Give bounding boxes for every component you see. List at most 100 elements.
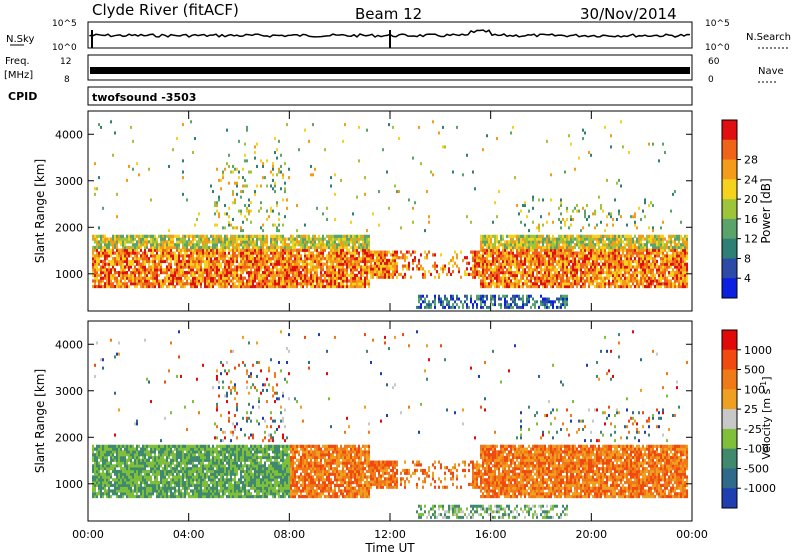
heatmap-cell (236, 240, 238, 244)
heatmap-cell (332, 254, 334, 258)
heatmap-cell (184, 271, 186, 275)
heatmap-cell (552, 279, 554, 283)
heatmap-cell (494, 245, 496, 250)
heatmap-cell (502, 282, 504, 286)
heatmap-cell (656, 271, 658, 275)
heatmap-cell (520, 265, 522, 269)
heatmap-cell (624, 245, 626, 250)
heatmap-cell (274, 234, 276, 238)
heatmap-cell (144, 245, 146, 250)
heatmap-cell (242, 190, 244, 194)
heatmap-cell (308, 254, 310, 258)
heatmap-cell (338, 254, 340, 258)
heatmap-cell (172, 282, 174, 286)
heatmap-cell (302, 282, 304, 286)
heatmap-cell (400, 250, 402, 254)
heatmap-cell (256, 259, 258, 264)
heatmap-cell (234, 271, 236, 275)
heatmap-cell (640, 271, 642, 275)
heatmap-cell (586, 237, 588, 241)
heatmap-cell (212, 245, 214, 250)
heatmap-cell (592, 245, 594, 250)
heatmap-cell (138, 279, 140, 283)
heatmap-cell (442, 145, 444, 149)
heatmap-cell (468, 305, 470, 309)
heatmap-cell (256, 251, 258, 255)
heatmap-cell (286, 271, 288, 275)
heatmap-cell (660, 276, 662, 280)
heatmap-cell (188, 265, 190, 269)
heatmap-cell (232, 248, 234, 252)
heatmap-cell (332, 234, 334, 238)
heatmap-cell (290, 251, 292, 255)
heatmap-cell (644, 201, 646, 205)
heatmap-cell (302, 243, 304, 247)
heatmap-cell (412, 267, 414, 271)
heatmap-cell (130, 265, 132, 269)
heatmap-cell (178, 271, 180, 275)
heatmap-cell (314, 237, 316, 241)
heatmap-cell (210, 254, 212, 258)
heatmap-cell (328, 251, 330, 255)
heatmap-cell (366, 268, 368, 272)
heatmap-cell (552, 259, 554, 264)
heatmap-cell (268, 271, 270, 275)
heatmap-cell (284, 259, 286, 264)
heatmap-cell (132, 259, 134, 264)
heatmap-cell (434, 300, 436, 304)
nsearch-tick-top: 10^5 (705, 19, 730, 29)
heatmap-cell (358, 240, 360, 244)
heatmap-cell (238, 176, 240, 180)
heatmap-cell (274, 271, 276, 275)
heatmap-cell (538, 245, 540, 250)
heatmap-cell (238, 262, 240, 266)
heatmap-cell (588, 248, 590, 252)
heatmap-cell (218, 273, 220, 277)
heatmap-cell (138, 243, 140, 247)
heatmap-cell (660, 240, 662, 244)
heatmap-cell (200, 279, 202, 283)
heatmap-cell (426, 305, 428, 309)
heatmap-cell (140, 276, 142, 280)
heatmap-cell (668, 237, 670, 241)
heatmap-cell (272, 273, 274, 277)
heatmap-cell (322, 282, 324, 286)
heatmap-cell (248, 212, 250, 216)
heatmap-cell (128, 262, 130, 266)
heatmap-cell (170, 282, 172, 286)
heatmap-cell (560, 226, 562, 230)
heatmap-cell (198, 259, 200, 264)
heatmap-cell (372, 270, 374, 274)
heatmap-cell (110, 248, 112, 252)
heatmap-cell (572, 251, 574, 255)
heatmap-cell (622, 282, 624, 286)
heatmap-cell (236, 265, 238, 269)
heatmap-cell (682, 245, 684, 250)
heatmap-cell (256, 142, 258, 146)
heatmap-cell (608, 279, 610, 283)
heatmap-cell (256, 257, 258, 261)
heatmap-cell (620, 120, 622, 124)
heatmap-cell (116, 240, 118, 244)
heatmap-cell (372, 250, 374, 254)
heatmap-cell (192, 151, 194, 154)
heatmap-cell (198, 262, 200, 266)
heatmap-cell (488, 248, 490, 252)
heatmap-cell (122, 262, 124, 266)
heatmap-cell (386, 250, 388, 254)
heatmap-cell (340, 257, 342, 261)
heatmap-cell (242, 184, 244, 188)
heatmap-cell (268, 273, 270, 277)
heatmap-cell (480, 245, 482, 250)
heatmap-cell (566, 206, 568, 210)
heatmap-cell (656, 245, 658, 250)
heatmap-cell (384, 256, 386, 260)
heatmap-cell (256, 164, 258, 168)
heatmap-cell (284, 279, 286, 283)
heatmap-cell (98, 284, 100, 289)
heatmap-cell (278, 284, 280, 289)
heatmap-cell (110, 251, 112, 255)
heatmap-cell (112, 234, 114, 238)
heatmap-cell (664, 282, 666, 286)
heatmap-cell (272, 254, 274, 258)
